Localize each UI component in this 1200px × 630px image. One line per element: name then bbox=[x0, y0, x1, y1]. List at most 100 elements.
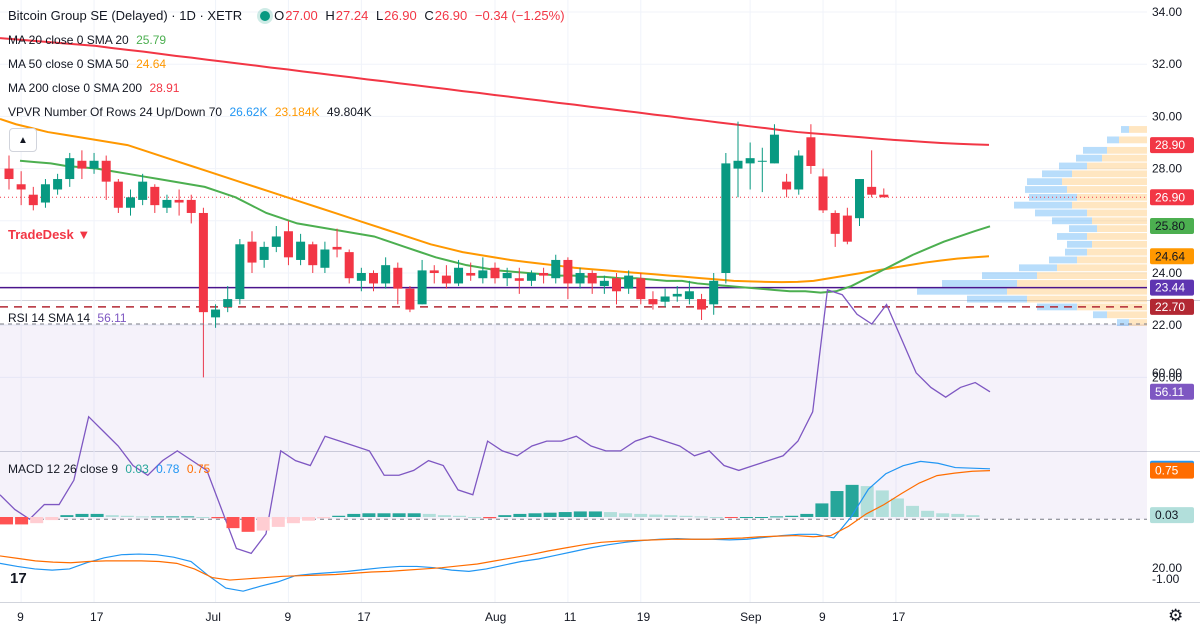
volume-profile-up-bar bbox=[982, 272, 1037, 280]
volume-profile-down-bar bbox=[1087, 162, 1147, 170]
open-value: 27.00 bbox=[285, 8, 318, 23]
candle-body bbox=[417, 270, 427, 305]
volume-profile-up-bar bbox=[1019, 264, 1057, 272]
volume-profile-down-bar bbox=[1062, 178, 1147, 186]
candle-body bbox=[514, 278, 524, 281]
price-tag-label: 23.44 bbox=[1155, 281, 1185, 295]
volume-profile-up-bar bbox=[1117, 319, 1129, 326]
macd-histogram-bar bbox=[513, 513, 527, 517]
volume-profile-down-bar bbox=[1017, 280, 1147, 287]
macd-histogram-bar bbox=[437, 515, 451, 517]
ma20-legend[interactable]: MA 20 close 0 SMA 20 25.79 bbox=[8, 32, 170, 48]
macd-histogram-bar bbox=[483, 517, 497, 519]
volume-profile-down-bar bbox=[1087, 248, 1147, 256]
candle-body bbox=[441, 275, 451, 284]
macd-histogram-bar bbox=[694, 516, 708, 518]
x-axis-tick-label: Aug bbox=[485, 610, 506, 624]
tradingview-logo-icon[interactable]: 17 bbox=[10, 570, 27, 587]
rsi-axis-tick-label: 20.00 bbox=[1152, 561, 1182, 575]
volume-profile-down-bar bbox=[1087, 233, 1147, 240]
close-label: C bbox=[424, 8, 434, 23]
volume-profile-down-bar bbox=[1129, 319, 1147, 326]
macd-histogram-bar bbox=[332, 515, 346, 517]
ma200-legend[interactable]: MA 200 close 0 SMA 200 28.91 bbox=[8, 80, 183, 96]
macd-histogram-bar bbox=[166, 516, 180, 518]
candle-body bbox=[113, 181, 123, 208]
macd-histogram-bar bbox=[362, 513, 376, 517]
macd-histogram-bar bbox=[604, 512, 617, 517]
candle-body bbox=[575, 273, 585, 284]
candle-body bbox=[539, 273, 549, 276]
macd-histogram-bar bbox=[241, 517, 255, 532]
price-tag-label: 22.70 bbox=[1155, 300, 1185, 314]
rsi-legend[interactable]: RSI 14 SMA 14 56.11 bbox=[8, 310, 131, 326]
macd-histogram-bar bbox=[951, 513, 965, 517]
macd-histogram-bar bbox=[830, 491, 844, 517]
ma200-line bbox=[0, 37, 990, 146]
price-tag bbox=[1150, 248, 1194, 265]
candle-body bbox=[526, 273, 536, 281]
x-axis-tick-label: 9 bbox=[284, 610, 291, 624]
macd-histogram-bar bbox=[30, 517, 44, 524]
ma200-label: MA 200 close 0 SMA 200 bbox=[8, 81, 143, 95]
macd-histogram-bar bbox=[211, 517, 225, 519]
vpvr-up-value: 26.62K bbox=[229, 105, 268, 119]
volume-profile-up-bar bbox=[1049, 256, 1077, 264]
rsi-value-tag bbox=[1150, 383, 1194, 400]
macd-histogram-bar bbox=[105, 515, 119, 517]
macd-value-tag bbox=[1150, 462, 1194, 479]
macd-histogram-bar bbox=[845, 484, 859, 517]
volume-profile-up-bar bbox=[967, 295, 1027, 303]
price-tag bbox=[1150, 279, 1194, 296]
macd-histogram-bar bbox=[15, 517, 29, 525]
macd-histogram-bar bbox=[75, 513, 89, 517]
macd-signal-line bbox=[0, 470, 991, 581]
y-axis-tick-label: 20.00 bbox=[1152, 370, 1182, 384]
volume-profile-up-bar bbox=[1014, 201, 1072, 209]
candle-body bbox=[53, 179, 63, 190]
candle-body bbox=[162, 199, 172, 208]
macd-histogram-bar bbox=[709, 517, 723, 518]
ma200-value: 28.91 bbox=[149, 81, 180, 95]
candle-body bbox=[648, 299, 658, 305]
macd-histogram-bar bbox=[860, 486, 874, 517]
volume-profile-up-bar bbox=[1027, 178, 1062, 186]
ma50-legend[interactable]: MA 50 close 0 SMA 50 24.64 bbox=[8, 56, 170, 72]
rsi-label: RSI 14 SMA 14 bbox=[8, 311, 91, 325]
high-value: 27.24 bbox=[335, 8, 369, 23]
candle-body bbox=[769, 134, 779, 164]
gear-icon[interactable]: ⚙ bbox=[1168, 606, 1184, 625]
volume-profile-down-bar bbox=[1072, 170, 1147, 178]
x-axis-tick-label: 9 bbox=[819, 610, 826, 624]
macd-legend[interactable]: MACD 12 26 close 9 0.03 0.78 0.75 bbox=[8, 461, 214, 477]
x-axis-tick-label: 17 bbox=[892, 610, 906, 624]
macd-histogram-bar bbox=[120, 515, 134, 517]
vpvr-legend[interactable]: VPVR Number Of Rows 24 Up/Down 70 26.62K… bbox=[8, 104, 376, 120]
open-label: O bbox=[274, 8, 285, 23]
volume-profile-up-bar bbox=[1083, 146, 1107, 154]
macd-histogram-bar bbox=[634, 513, 648, 517]
low-label: L bbox=[375, 8, 384, 23]
macd-histogram-bar bbox=[392, 513, 406, 517]
macd-histogram-bar bbox=[573, 511, 587, 517]
symbol-title[interactable]: Bitcoin Group SE (Delayed) · 1D · XETR bbox=[8, 8, 243, 23]
candle-body bbox=[381, 265, 391, 284]
collapse-legend-button[interactable]: ▲ bbox=[9, 128, 37, 152]
candle-body bbox=[697, 299, 707, 310]
macd-histogram-bar bbox=[906, 505, 919, 517]
change-value: −0.34 (−1.25%) bbox=[474, 8, 565, 23]
macd-histogram-bar bbox=[271, 517, 285, 527]
volume-profile-down-bar bbox=[1077, 256, 1147, 264]
macd-histogram-bar bbox=[407, 513, 421, 517]
vpvr-label: VPVR Number Of Rows 24 Up/Down 70 bbox=[8, 105, 223, 119]
tradedesk-label[interactable]: TradeDesk ▼ bbox=[8, 227, 91, 242]
volume-profile-up-bar bbox=[917, 287, 1007, 295]
candle-body bbox=[65, 158, 75, 180]
candle-body bbox=[332, 246, 342, 250]
macd-histogram-bar bbox=[543, 512, 557, 517]
macd-histogram-bar bbox=[286, 517, 300, 524]
vpvr-down-value: 23.184K bbox=[274, 105, 320, 119]
macd-value-tag-label: 0.03 bbox=[1155, 508, 1179, 522]
macd-histogram-bar bbox=[60, 515, 74, 517]
volume-profile-down-bar bbox=[1107, 146, 1147, 154]
